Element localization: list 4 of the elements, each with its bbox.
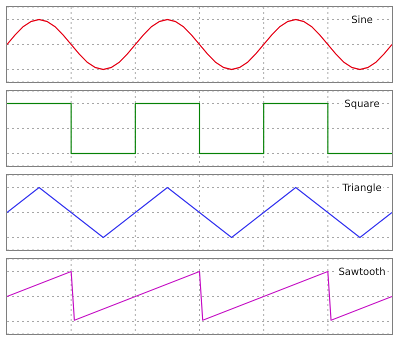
chart-title: Square: [342, 99, 382, 110]
chart-title: Sawtooth: [336, 267, 388, 278]
chart-title: Sine: [349, 15, 375, 26]
chart-title: Triangle: [340, 183, 384, 194]
